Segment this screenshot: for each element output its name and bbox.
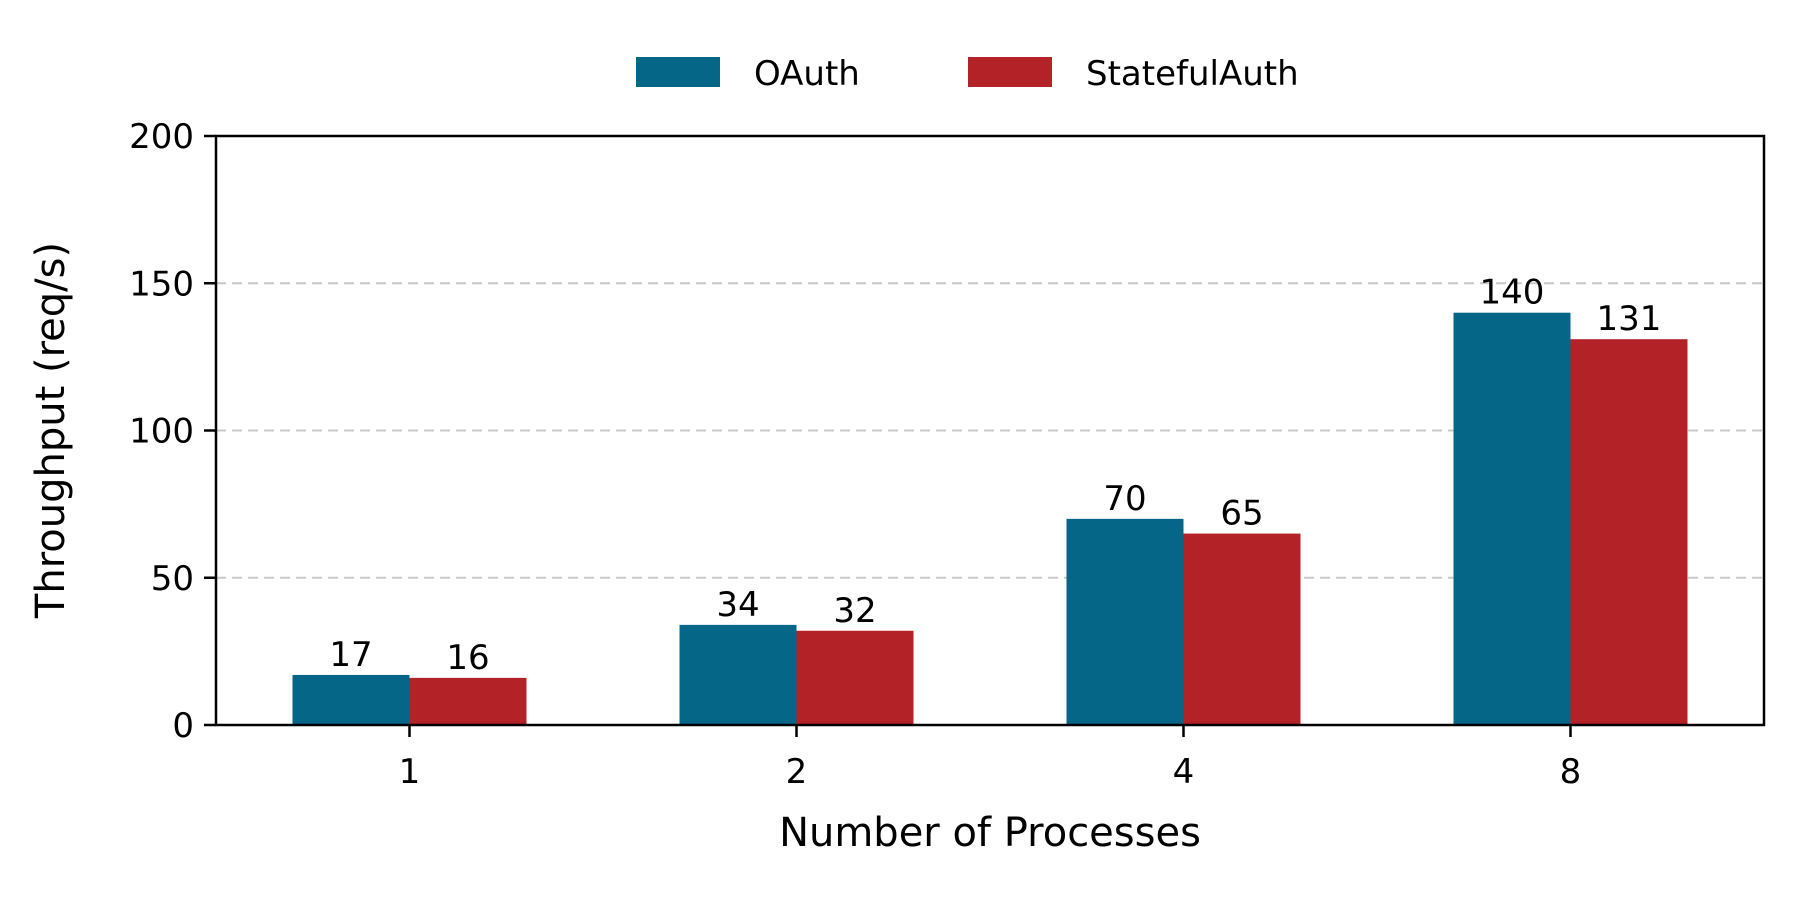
y-tick-label: 100 [129,412,194,452]
bars [292,312,1688,725]
bar-oauth-1 [292,674,410,725]
y-tick-label: 50 [151,559,194,599]
x-axis: 1 2 4 8 [399,725,1582,792]
bar-statefulauth-2 [796,630,914,725]
y-tick-label: 200 [129,117,194,157]
data-label: 70 [1103,479,1146,519]
legend-swatch-oauth [636,57,720,87]
bar-statefulauth-4 [1183,533,1301,725]
bar-oauth-4 [1066,518,1184,725]
x-tick-label: 4 [1173,752,1195,792]
legend-label-statefulauth: StatefulAuth [1086,54,1299,94]
data-label: 140 [1480,273,1545,313]
bar-oauth-2 [679,624,797,725]
x-tick-label: 2 [786,752,808,792]
bar-oauth-8 [1453,312,1571,725]
y-tick-label: 150 [129,264,194,304]
legend-swatch-statefulauth [968,57,1052,87]
data-label: 34 [716,585,759,625]
y-axis-title: Throughput (req/s) [28,242,74,619]
data-label: 17 [329,635,372,675]
data-labels: 17 16 34 32 70 65 140 131 [329,273,1661,678]
data-label: 65 [1220,494,1263,534]
y-axis: 0 50 100 150 200 [129,117,216,746]
bar-statefulauth-8 [1570,339,1688,725]
x-tick-label: 1 [399,752,421,792]
bar-statefulauth-1 [409,677,527,725]
data-label: 32 [833,591,876,631]
data-label: 131 [1597,299,1662,339]
legend: OAuth StatefulAuth [636,54,1299,94]
x-tick-label: 8 [1560,752,1582,792]
legend-label-oauth: OAuth [754,54,860,94]
x-axis-title: Number of Processes [779,810,1201,856]
data-label: 16 [446,638,489,678]
y-tick-label: 0 [172,706,194,746]
